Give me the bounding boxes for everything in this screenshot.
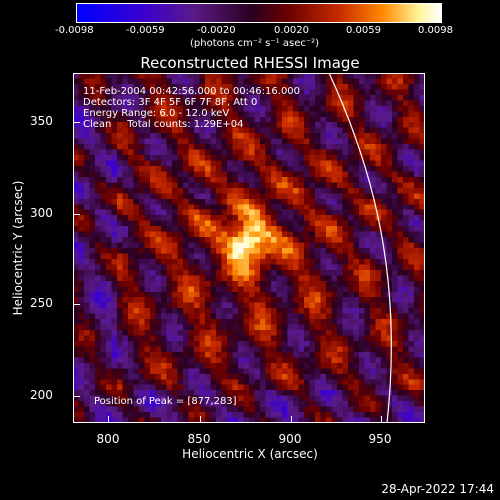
- rhessi-image: 11-Feb-2004 00:42:56.000 to 00:46:16.000…: [73, 73, 425, 423]
- info-energy: Energy Range: 6.0 - 12.0 keV: [83, 108, 230, 119]
- colorbar-tick: 0.0098: [418, 25, 453, 36]
- peak-position: Position of Peak = [877,283]: [94, 396, 237, 407]
- colorbar: [76, 3, 442, 23]
- info-detectors: Detectors: 3F 4F 5F 6F 7F 8F, Att 0: [83, 97, 258, 108]
- info-counts: Clean Total counts: 1.29E+04: [83, 119, 244, 130]
- colorbar-units: (photons cm⁻² s⁻¹ asec⁻²): [190, 38, 320, 49]
- timestamp: 28-Apr-2022 17:44: [381, 482, 494, 496]
- y-tick: 350: [30, 114, 53, 128]
- colorbar-tick: 0.0059: [346, 25, 381, 36]
- y-axis-label: Heliocentric Y (arcsec): [11, 180, 25, 316]
- y-tick: 200: [30, 388, 53, 402]
- info-time: 11-Feb-2004 00:42:56.000 to 00:46:16.000: [83, 86, 301, 97]
- x-tick: 850: [187, 432, 211, 446]
- solar-limb: [328, 73, 392, 423]
- x-tick: 800: [96, 432, 120, 446]
- plot-title: Reconstructed RHESSI Image: [140, 54, 360, 72]
- x-axis-label: Heliocentric X (arcsec): [182, 447, 318, 461]
- y-tick: 250: [30, 296, 53, 310]
- colorbar-tick: 0.0020: [274, 25, 309, 36]
- x-tick: 950: [368, 432, 392, 446]
- image-raster: [73, 73, 425, 423]
- y-tick: 300: [30, 206, 53, 220]
- colorbar-tick: -0.0098: [55, 25, 94, 36]
- colorbar-tick: -0.0059: [126, 25, 165, 36]
- colorbar-tick: -0.0020: [197, 25, 236, 36]
- x-tick: 900: [278, 432, 302, 446]
